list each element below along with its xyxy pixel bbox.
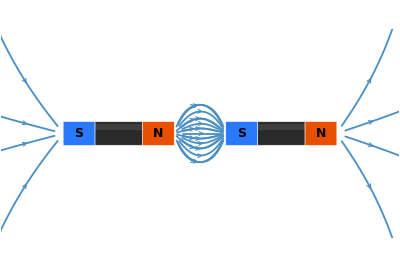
FancyBboxPatch shape <box>94 122 143 145</box>
Text: S: S <box>74 127 84 140</box>
FancyBboxPatch shape <box>257 124 306 130</box>
Text: S: S <box>237 127 246 140</box>
FancyBboxPatch shape <box>226 121 258 146</box>
FancyBboxPatch shape <box>63 121 95 146</box>
Text: N: N <box>153 127 164 140</box>
FancyBboxPatch shape <box>305 121 337 146</box>
Text: N: N <box>316 127 326 140</box>
FancyBboxPatch shape <box>257 122 306 145</box>
FancyBboxPatch shape <box>142 121 174 146</box>
FancyBboxPatch shape <box>94 124 143 130</box>
